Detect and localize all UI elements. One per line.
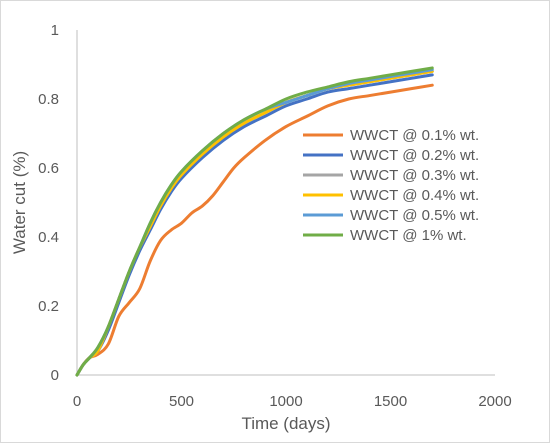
x-tick-label: 500	[169, 393, 194, 410]
y-tick-label: 0.6	[38, 160, 59, 177]
legend-item: WWCT @ 0.1% wt.	[303, 127, 479, 144]
y-tick-label: 1	[51, 22, 59, 39]
legend-item: WWCT @ 0.4% wt.	[303, 187, 479, 204]
legend-item: WWCT @ 1% wt.	[303, 227, 467, 244]
x-tick-label: 0	[73, 393, 81, 410]
x-axis-title: Time (days)	[241, 414, 330, 433]
y-tick-label: 0.2	[38, 298, 59, 315]
legend-label: WWCT @ 0.3% wt.	[350, 167, 479, 184]
y-axis-title: Water cut (%)	[10, 151, 29, 254]
legend-item: WWCT @ 0.2% wt.	[303, 147, 479, 164]
series-line-6	[75, 66, 434, 377]
x-tick-label: 2000	[478, 393, 511, 410]
y-tick-label: 0	[51, 367, 59, 384]
legend: WWCT @ 0.1% wt. WWCT @ 0.2% wt. WWCT @ 0.3…	[303, 127, 479, 244]
axes	[76, 30, 495, 376]
series-line-1	[75, 83, 434, 377]
legend-label: WWCT @ 0.4% wt.	[350, 187, 479, 204]
legend-label: WWCT @ 0.5% wt.	[350, 207, 479, 224]
y-tick-label: 0.8	[38, 91, 59, 108]
legend-item: WWCT @ 0.5% wt.	[303, 207, 479, 224]
x-tick-label: 1000	[269, 393, 302, 410]
y-tick-label: 0.4	[38, 229, 59, 246]
x-tick-label: 1500	[374, 393, 407, 410]
legend-item: WWCT @ 0.3% wt.	[303, 167, 479, 184]
legend-label: WWCT @ 1% wt.	[350, 227, 467, 244]
series-lines	[75, 66, 434, 377]
legend-label: WWCT @ 0.1% wt.	[350, 127, 479, 144]
legend-label: WWCT @ 0.2% wt.	[350, 147, 479, 164]
series-line-2	[75, 73, 434, 377]
x-tick-labels: 0 500 1000 1500 2000	[73, 393, 512, 410]
y-tick-labels: 0 0.2 0.4 0.6 0.8 1	[38, 22, 59, 384]
